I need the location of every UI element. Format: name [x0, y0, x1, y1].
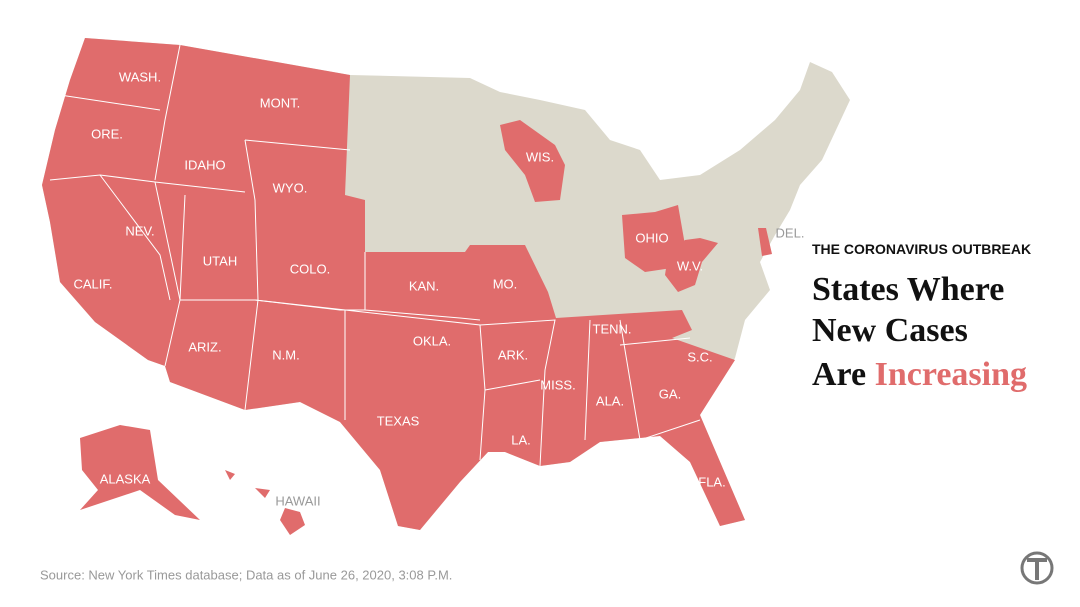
state-label: WIS. [526, 149, 554, 164]
state-highlighted [225, 470, 235, 480]
state-label: ALASKA [100, 471, 151, 486]
state-label: WASH. [119, 69, 161, 84]
title-line: New Cases [812, 312, 968, 349]
state-label: OKLA. [413, 333, 451, 348]
state-highlighted [280, 508, 305, 535]
title-line: Are Increasing [812, 356, 1027, 393]
state-label: W.V. [677, 258, 703, 273]
state-label: NEV. [125, 223, 154, 238]
logo [1020, 551, 1054, 585]
state-border [619, 337, 691, 346]
state-label: OHIO [635, 230, 668, 245]
state-label: ORE. [91, 126, 123, 141]
state-label: DEL. [776, 225, 805, 240]
state-border [244, 139, 351, 151]
state-highlighted [758, 228, 772, 256]
source-note: Source: New York Times database; Data as… [40, 567, 452, 582]
state-label: CALIF. [73, 276, 112, 291]
state-label: ALA. [596, 393, 624, 408]
state-border [49, 174, 171, 301]
map-labels: WASH. ORE. CALIF. IDAHO MONT. WYO. NEV. UTAH COL… [73, 69, 804, 508]
title-line: States Where [812, 271, 1004, 308]
state-border [154, 44, 181, 181]
title-highlight: Increasing [875, 356, 1027, 393]
state-label: HAWAII [275, 493, 320, 508]
map-shapes [42, 38, 850, 535]
state-label: MONT. [260, 95, 300, 110]
state-label: N.M. [272, 347, 299, 362]
state-label: TEXAS [377, 413, 420, 428]
state-highlighted [665, 238, 718, 292]
state-highlighted [42, 38, 745, 530]
kicker: THE CORONAVIRUS OUTBREAK [812, 241, 1031, 257]
state-label: ARK. [498, 347, 528, 362]
state-label: GA. [659, 386, 681, 401]
state-highlighted [80, 425, 200, 520]
title-prefix: Are [812, 356, 866, 393]
state-border [244, 139, 259, 411]
state-label: S.C. [687, 349, 712, 364]
state-highlighted [500, 120, 565, 202]
state-label: MISS. [540, 377, 575, 392]
state-border [364, 252, 481, 321]
state-label: IDAHO [184, 157, 225, 172]
state-label: COLO. [290, 261, 330, 276]
state-label: UTAH [203, 253, 237, 268]
state-border [59, 94, 161, 111]
state-border [584, 319, 591, 441]
state-border [619, 319, 701, 441]
state-label: LA. [511, 432, 531, 447]
state-label: MO. [493, 276, 518, 291]
state-border [484, 379, 541, 391]
state-highlighted [255, 488, 270, 498]
state-border [479, 319, 556, 467]
state-label: ARIZ. [188, 339, 221, 354]
state-label: FLA. [698, 474, 725, 489]
state-label: TENN. [593, 321, 632, 336]
state-label: KAN. [409, 278, 439, 293]
state-border [344, 309, 486, 461]
state-label: WYO. [273, 180, 308, 195]
